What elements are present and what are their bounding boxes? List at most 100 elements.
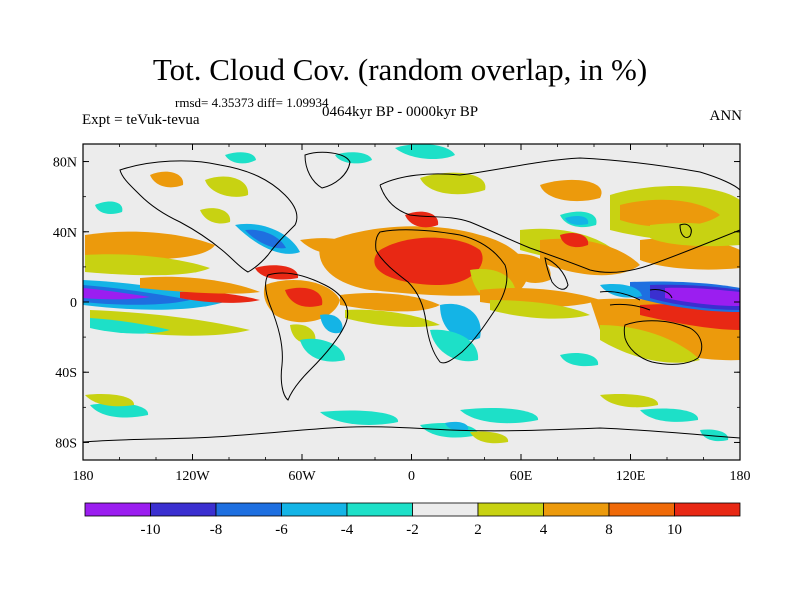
colorbar-label: 8	[605, 522, 613, 538]
lat-ticks: 80N 40N 0 40S 80S	[53, 156, 740, 451]
lon-ticks: 180 120W 60W 0 60E 120E 180	[73, 144, 751, 484]
field-n-orange-2	[540, 179, 602, 202]
field-io-olive	[490, 300, 590, 319]
colorbar-segment	[84, 502, 151, 517]
field-wpac-cyan	[600, 284, 642, 298]
field-n-orange-1	[150, 171, 184, 188]
field-n-olive-2	[420, 172, 486, 195]
field-n-olive-1	[205, 176, 249, 197]
field-asia-red	[560, 233, 589, 248]
season-label: ANN	[709, 108, 743, 124]
lon-tick-label: 180	[730, 469, 751, 484]
field-n-cyan-3	[225, 152, 256, 164]
field-us-blue-2	[245, 229, 286, 249]
colorbar-segment	[150, 502, 217, 517]
field-asia-orange	[540, 238, 640, 276]
lon-tick-label: 120W	[175, 469, 210, 484]
coast-greenland	[304, 151, 351, 189]
colorbar: -10 -8 -6 -4 -2 2 4 8 10	[84, 502, 741, 538]
field-ant-cyan-2	[700, 429, 729, 442]
colorbar-label: 2	[474, 522, 482, 538]
field-natl-olive	[85, 254, 210, 276]
field-s-cyan-5	[560, 353, 599, 367]
colorbar-segment	[543, 502, 610, 517]
field-satl-orange	[340, 293, 440, 312]
field-satl-olive	[345, 309, 440, 328]
field-epac-orange	[140, 276, 260, 294]
field-ant-blue-1	[445, 421, 469, 431]
field-arabia-orange	[505, 253, 551, 283]
map-title: Tot. Cloud Cov. (random overlap, in %)	[152, 52, 648, 87]
coast-africa	[375, 229, 508, 364]
field-s-cyan-2	[320, 410, 399, 425]
coastlines	[83, 151, 740, 443]
field-africa-red	[374, 237, 483, 285]
field-n-cyan-2	[335, 152, 372, 164]
map-field	[83, 144, 740, 460]
coast-north-america	[119, 160, 298, 273]
field-epac-red	[180, 291, 260, 303]
field-samerica-red	[285, 287, 323, 307]
field-s-cyan-1	[90, 403, 149, 418]
lon-tick-label: 180	[73, 469, 94, 484]
field-eurasia-orange	[620, 199, 720, 227]
colorbar-label: -4	[341, 522, 354, 538]
field-epac-cyan-s	[90, 318, 170, 334]
field-s-cyan-4	[640, 408, 699, 422]
colorbar-segment	[215, 502, 282, 517]
colorbar-label: -6	[275, 522, 288, 538]
lat-tick-label: 80S	[55, 436, 77, 451]
lat-tick-label: 80N	[53, 156, 77, 171]
field-n-blue-1	[565, 216, 589, 225]
field-caribbean-red	[255, 265, 299, 280]
colorbar-segment	[281, 502, 348, 517]
colorbar-label: 10	[667, 522, 682, 538]
field-n-cyan-4	[95, 201, 123, 214]
colorbar-label: -10	[141, 522, 161, 538]
field-ant-olive	[470, 431, 509, 444]
field-s-olive-2	[600, 394, 659, 408]
lon-tick-label: 120E	[616, 469, 646, 484]
lon-tick-label: 60W	[288, 469, 316, 484]
field-samerica-cyan	[300, 338, 345, 362]
coast-australia	[623, 320, 703, 365]
period-label: 0464kyr BP - 0000kyr BP	[322, 104, 479, 120]
colorbar-segment	[346, 502, 413, 517]
coast-eurasia	[379, 157, 740, 273]
lon-tick-label: 60E	[510, 469, 533, 484]
coast-india	[544, 257, 569, 290]
coast-maritime	[599, 289, 673, 311]
field-samerica-olive	[290, 324, 316, 344]
colorbar-segment	[477, 502, 544, 517]
coast-south-america	[265, 272, 349, 401]
coast-japan	[679, 223, 692, 239]
field-s-olive-1	[85, 394, 135, 407]
field-pacific-n-olive	[650, 222, 740, 247]
colorbar-segment	[412, 502, 479, 517]
experiment-label: Expt = teVuk-tevua	[82, 112, 200, 128]
lon-tick-label: 0	[408, 469, 415, 484]
field-natl-orange	[85, 231, 215, 260]
colorbar-segment	[674, 502, 741, 517]
colorbar-label: 4	[540, 522, 548, 538]
colorbar-label: -2	[406, 522, 419, 538]
colorbar-label: -8	[210, 522, 223, 538]
lat-tick-label: 40N	[53, 226, 77, 241]
field-n-cyan-1	[395, 144, 455, 160]
field-us-olive	[200, 208, 231, 224]
field-s-olive-3	[620, 344, 679, 360]
lat-tick-label: 40S	[55, 366, 77, 381]
stats-line: rmsd= 4.35373 diff= 1.09934	[175, 95, 329, 110]
lat-tick-label: 0	[70, 296, 77, 311]
field-wpac-violet	[665, 287, 740, 306]
field-safrica-cyan	[440, 303, 481, 341]
field-s-cyan-3	[460, 408, 539, 424]
coast-antarctica	[83, 426, 740, 443]
field-samerica-blue	[320, 314, 343, 334]
colorbar-segment	[608, 502, 675, 517]
field-safrica-cyan2	[430, 329, 479, 362]
field-epac-violet	[83, 288, 150, 300]
field-epac-deep	[83, 285, 190, 305]
field-natl-orange-2	[300, 238, 360, 255]
